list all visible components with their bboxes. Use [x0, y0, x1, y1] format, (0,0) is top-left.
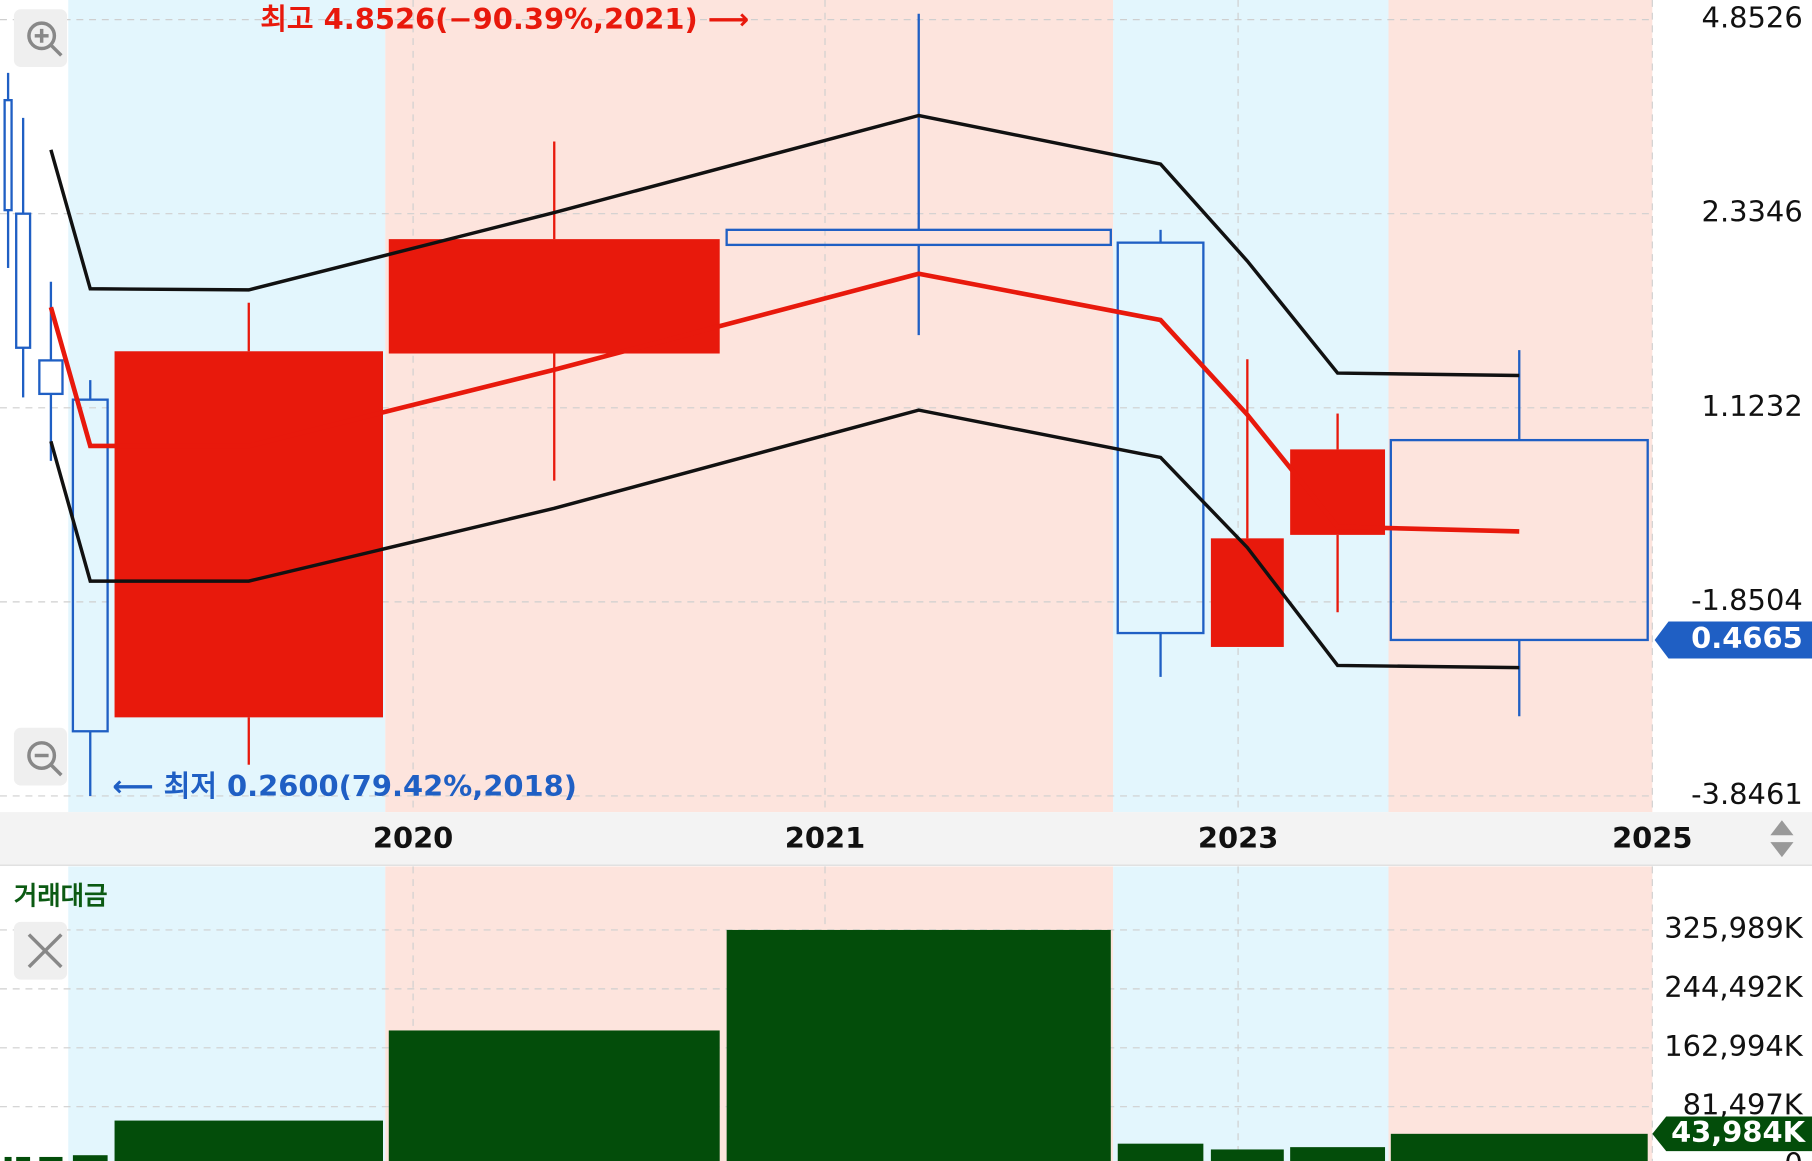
bar [1117, 1143, 1204, 1161]
candle-body [114, 351, 383, 718]
band-bg [1113, 0, 1389, 813]
bar [39, 1156, 63, 1161]
low-annotation: ⟵ 최저 0.2600(79.42%,2018) [112, 769, 577, 803]
y-tick-label: 1.1232 [1702, 389, 1803, 423]
candle-body [1389, 438, 1649, 642]
band-line [49, 113, 1520, 378]
scroll-arrows[interactable] [1770, 820, 1794, 858]
value-marker-label: 43,984K [1671, 1115, 1807, 1149]
bar [72, 1155, 108, 1161]
candle-body [1210, 538, 1284, 647]
panel-title: 거래대금 [14, 881, 108, 911]
x-tick-label: 2020 [373, 821, 453, 855]
bar [114, 1120, 383, 1161]
candle-body [725, 228, 1112, 247]
x-tick-label: 2025 [1612, 821, 1692, 855]
x-tick-label: 2023 [1198, 821, 1278, 855]
x-axis-band [0, 812, 1812, 866]
candle-body [15, 212, 32, 349]
y-tick-label: -3.8461 [1691, 777, 1803, 811]
bar [1210, 1149, 1284, 1161]
y-tick-label: 244,492K [1664, 970, 1804, 1004]
bar [16, 1156, 31, 1161]
candle-body [388, 239, 720, 354]
x-tick-label: 2021 [785, 821, 865, 855]
high-annotation: 최고 4.8526(−90.39%,2021) ⟶ [260, 2, 749, 36]
price-marker-label: 0.4665 [1691, 621, 1803, 655]
y-tick-label: 2.3346 [1702, 195, 1803, 229]
value-marker [1652, 1116, 1812, 1152]
band-bg [1388, 866, 1653, 1161]
bar [1390, 1133, 1648, 1161]
price-marker [1654, 621, 1812, 659]
candle-body [38, 359, 64, 396]
y-tick-label: 81,497K [1683, 1088, 1804, 1122]
bar [1290, 1147, 1386, 1161]
zoom-in[interactable] [13, 9, 68, 68]
bar [4, 1156, 12, 1161]
band-bg [1113, 866, 1389, 1161]
band-line [49, 408, 1520, 670]
band-bg [385, 0, 1114, 813]
y-tick-label: 162,994K [1664, 1029, 1804, 1063]
candle-body [3, 98, 13, 212]
bar [388, 1030, 720, 1161]
candle-body [1116, 241, 1205, 635]
candle-body [1290, 449, 1386, 535]
y-tick-label: 4.8526 [1702, 1, 1803, 35]
band-bg [68, 866, 386, 1161]
bar [726, 929, 1111, 1161]
close-panel[interactable] [13, 921, 68, 980]
candle-body [71, 398, 109, 733]
y-tick-label: -1.8504 [1691, 583, 1803, 617]
y-tick-label: 325,989K [1664, 911, 1804, 945]
zoom-out[interactable] [13, 727, 68, 786]
band-line [48, 271, 1520, 534]
